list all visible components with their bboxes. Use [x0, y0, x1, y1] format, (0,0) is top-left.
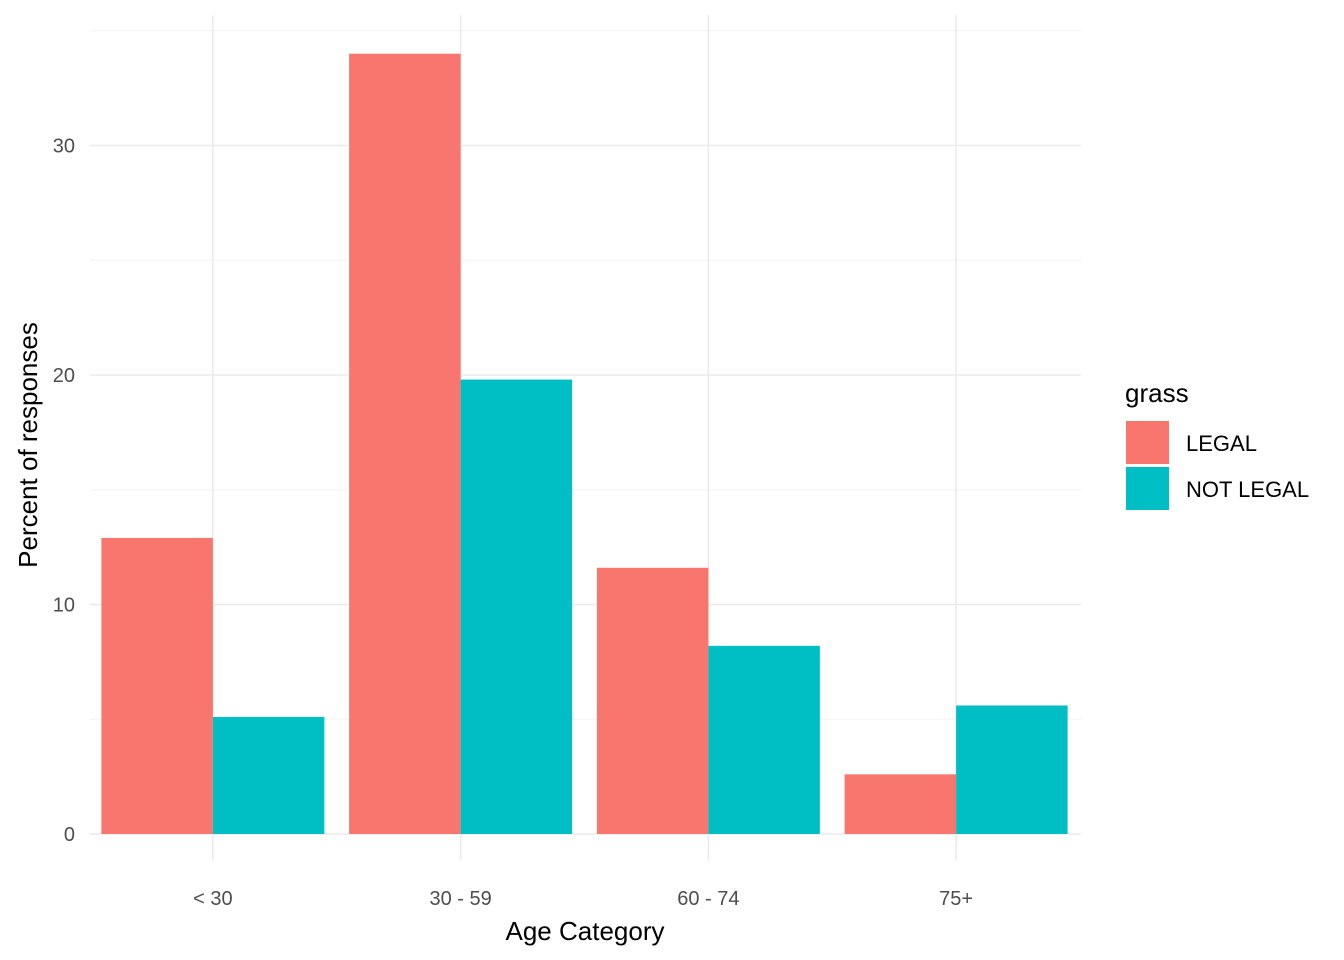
bar-legal-2 — [596, 567, 709, 834]
legend: grass LEGAL NOT LEGAL — [1125, 378, 1309, 510]
x-tick-label: < 30 — [193, 888, 232, 910]
y-axis-ticks: 0 10 20 30 — [53, 136, 75, 847]
bar-not-legal-1 — [460, 379, 573, 834]
bar-not-legal-2 — [708, 645, 820, 834]
x-tick-label: 60 - 74 — [677, 888, 739, 910]
x-axis-title: Age Category — [506, 916, 665, 946]
bars — [101, 53, 1068, 834]
x-axis-ticks: < 30 30 - 59 60 - 74 75+ — [193, 888, 973, 910]
y-tick-label: 0 — [64, 824, 75, 846]
bar-not-legal-3 — [956, 705, 1068, 834]
legend-label: LEGAL — [1186, 431, 1257, 456]
bar-legal-3 — [844, 774, 957, 834]
y-tick-label: 10 — [53, 595, 75, 617]
x-tick-label: 30 - 59 — [429, 888, 491, 910]
x-tick-label: 75+ — [939, 888, 973, 910]
bar-legal-0 — [101, 537, 213, 834]
y-axis-title: Percent of responses — [13, 322, 43, 568]
legend-label: NOT LEGAL — [1186, 477, 1309, 502]
legend-title: grass — [1125, 378, 1189, 408]
y-tick-label: 20 — [53, 365, 75, 387]
legend-key-legal — [1126, 421, 1169, 464]
bar-legal-1 — [349, 53, 461, 834]
bar-not-legal-0 — [212, 716, 325, 834]
legend-key-not-legal — [1126, 467, 1169, 510]
y-tick-label: 30 — [53, 136, 75, 158]
